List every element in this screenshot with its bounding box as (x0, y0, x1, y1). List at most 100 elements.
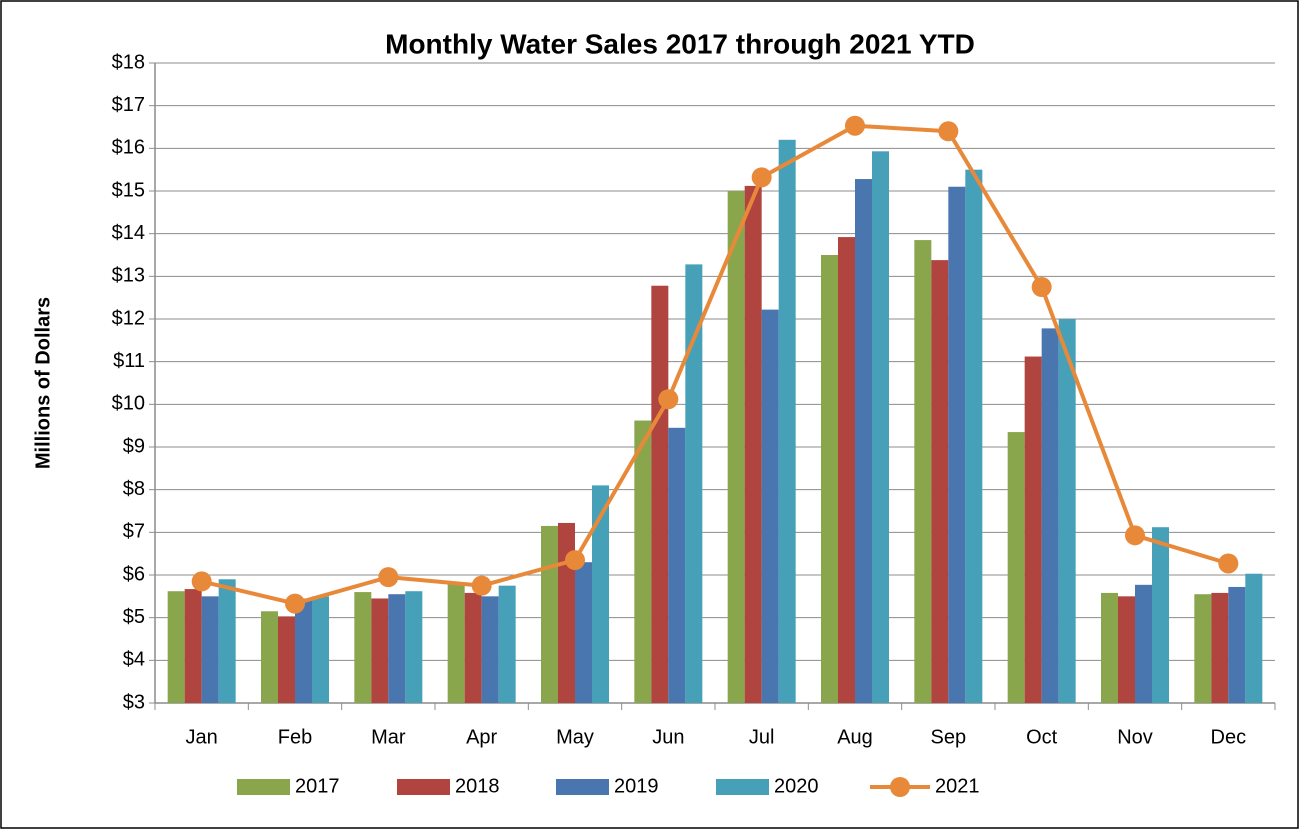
bar (498, 585, 516, 703)
bar (1058, 319, 1076, 703)
y-tick-label: $14 (112, 222, 145, 244)
y-tick-label: $13 (112, 265, 145, 287)
x-tick-label: Jun (652, 726, 684, 748)
x-tick-label: Aug (837, 726, 873, 748)
bar (778, 139, 796, 704)
line-marker (1125, 525, 1145, 546)
y-tick-label: $8 (123, 478, 145, 500)
y-tick-label: $7 (123, 521, 145, 543)
bar (592, 485, 609, 703)
bar (295, 598, 312, 703)
legend-swatch (397, 779, 450, 795)
line-marker (751, 167, 772, 188)
legend-label: 2019 (614, 775, 659, 797)
line (201, 123, 1229, 606)
legend-swatch (890, 777, 910, 797)
y-tick-label: $11 (113, 350, 145, 372)
bar (481, 596, 499, 703)
legend-swatch (237, 779, 290, 795)
x-tick-label: Nov (1117, 726, 1153, 748)
bar (821, 255, 838, 703)
bar (1245, 573, 1263, 703)
y-tick-label: $10 (112, 393, 145, 415)
y-tick-label: $18 (112, 51, 145, 73)
bar (872, 151, 889, 703)
bar (218, 579, 236, 703)
x-tick-label: Feb (278, 726, 312, 748)
y-tick-label: $17 (112, 94, 145, 116)
line-marker (471, 575, 492, 596)
y-tick-label: $9 (123, 435, 145, 457)
legend-label: 2017 (295, 775, 340, 797)
bar (838, 237, 855, 703)
x-tick-label: Dec (1211, 726, 1247, 748)
bar (651, 285, 669, 703)
bar (184, 589, 202, 703)
bar (948, 186, 966, 703)
bar (668, 427, 686, 703)
line-marker (1031, 277, 1052, 297)
legend-swatch (556, 779, 609, 795)
bar (1194, 594, 1212, 703)
bar (1101, 592, 1118, 703)
bar (541, 525, 558, 703)
x-tick-label: May (556, 726, 594, 748)
bar (447, 583, 465, 703)
bar (201, 596, 219, 703)
chart-title: Monthly Water Sales 2017 through 2021 YT… (385, 28, 975, 59)
bar (761, 309, 779, 703)
y-tick-label: $5 (123, 606, 145, 628)
y-tick-label: $15 (112, 179, 145, 201)
bar (965, 169, 983, 703)
x-tick-label: Oct (1026, 726, 1058, 748)
bar (744, 185, 762, 703)
line-marker (658, 389, 679, 410)
y-tick-label: $12 (112, 307, 145, 329)
bar (167, 591, 185, 703)
bar (855, 179, 872, 703)
bar (312, 596, 329, 703)
legend-label: 2021 (935, 775, 980, 797)
y-tick-label: $3 (123, 691, 145, 713)
line-marker (285, 593, 305, 614)
bar (558, 522, 575, 703)
y-axis-label: Millions of Dollars (32, 297, 54, 469)
x-tick-label: Mar (371, 726, 406, 748)
bar (1024, 356, 1042, 703)
x-tick-label: Jan (186, 726, 218, 748)
bar (1118, 596, 1135, 703)
bar (405, 591, 423, 703)
x-tick-label: Jul (749, 726, 775, 748)
bar (1041, 328, 1059, 703)
y-tick-label: $4 (123, 649, 145, 671)
bar (1211, 592, 1229, 703)
bar (371, 598, 389, 703)
y-tick-label: $6 (123, 563, 145, 585)
bar (931, 260, 949, 703)
line-marker (845, 115, 865, 136)
y-tick-label: $16 (112, 137, 145, 159)
legend-swatch (716, 779, 769, 795)
bar (464, 592, 482, 703)
x-tick-label: Sep (931, 726, 967, 748)
line-marker (1218, 553, 1239, 574)
bar (1135, 584, 1152, 703)
legend-label: 2018 (455, 775, 500, 797)
bar (1007, 432, 1025, 703)
line-marker (378, 567, 399, 588)
bar (354, 592, 372, 703)
legend-label: 2020 (774, 775, 819, 797)
bar (685, 264, 703, 703)
bar (634, 420, 652, 703)
line-marker (938, 121, 959, 142)
bar (575, 562, 592, 703)
line-marker (191, 571, 212, 592)
bar (727, 191, 745, 703)
bar (388, 594, 406, 703)
line-marker (565, 550, 585, 571)
bar (278, 616, 295, 703)
bar (914, 240, 932, 704)
bar (1228, 586, 1246, 703)
